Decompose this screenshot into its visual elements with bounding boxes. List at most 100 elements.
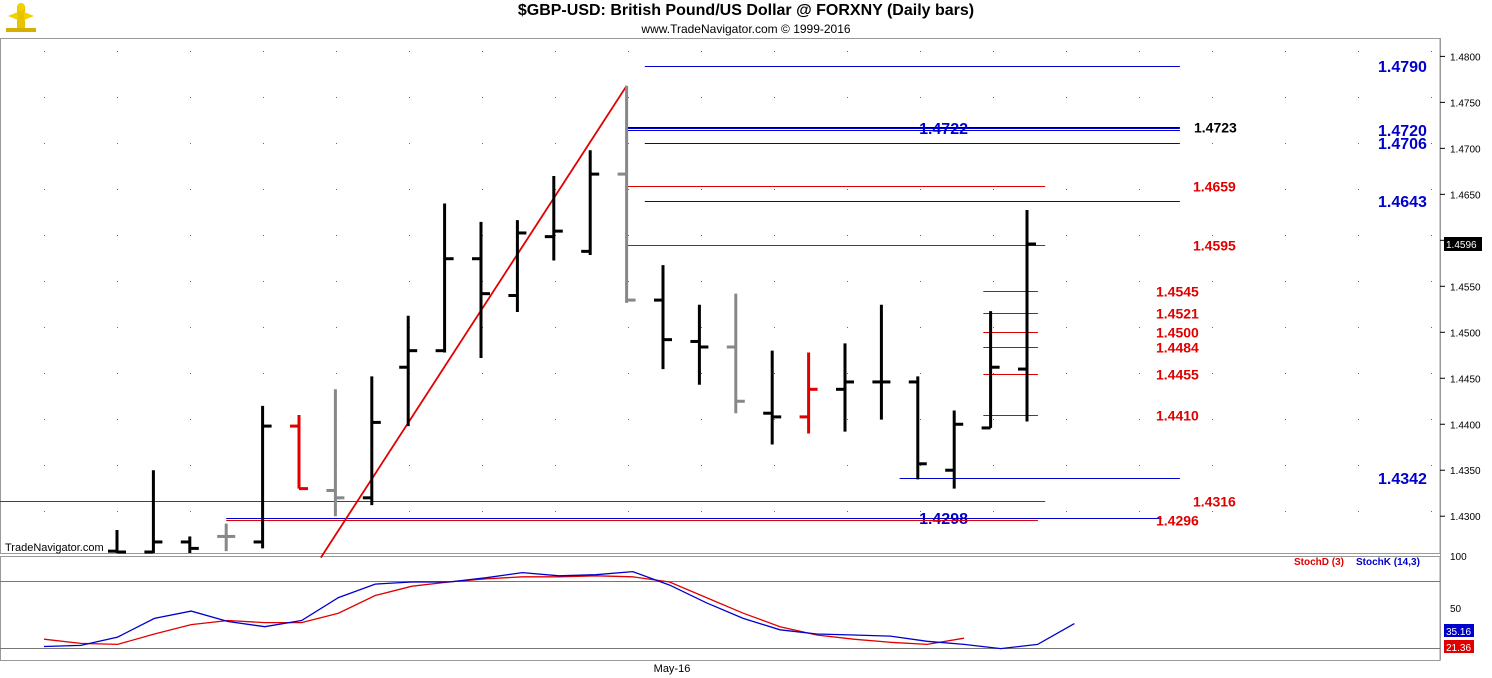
grid-dot xyxy=(774,97,775,98)
grid-dot xyxy=(117,235,118,236)
level-label-1.4723: 1.4723 xyxy=(1194,119,1237,135)
grid-dot xyxy=(263,143,264,144)
grid-dot xyxy=(555,373,556,374)
grid-dot xyxy=(701,511,702,512)
grid-dot xyxy=(628,373,629,374)
level-label-1.4455: 1.4455 xyxy=(1156,366,1199,382)
grid-dot xyxy=(44,373,45,374)
grid-dot xyxy=(1285,189,1286,190)
grid-dot xyxy=(263,189,264,190)
level-label-1.4342: 1.4342 xyxy=(1378,471,1427,488)
grid-dot xyxy=(190,51,191,52)
grid-dot xyxy=(1431,97,1432,98)
grid-dot xyxy=(1139,51,1140,52)
grid-dot xyxy=(1066,465,1067,466)
grid-dot xyxy=(1358,327,1359,328)
grid-dot xyxy=(555,419,556,420)
grid-dot xyxy=(482,465,483,466)
grid-dot xyxy=(847,235,848,236)
grid-dot xyxy=(701,189,702,190)
grid-dot xyxy=(117,281,118,282)
grid-dot xyxy=(1285,51,1286,52)
grid-dot xyxy=(1212,465,1213,466)
level-label-1.4298: 1.4298 xyxy=(919,511,968,528)
legend-stochk: StochK (14,3) xyxy=(1356,557,1420,568)
grid-dot xyxy=(1358,235,1359,236)
ohlc-bar xyxy=(1018,209,1036,422)
grid-dot xyxy=(701,281,702,282)
grid-dot xyxy=(117,51,118,52)
grid-dot xyxy=(1139,419,1140,420)
grid-dot xyxy=(190,327,191,328)
grid-dot xyxy=(1358,51,1359,52)
grid-dot xyxy=(1358,189,1359,190)
ohlc-bar xyxy=(144,470,163,554)
ohlc-bar xyxy=(290,415,308,491)
grid-dot xyxy=(774,465,775,466)
grid-dot xyxy=(628,97,629,98)
grid-dot xyxy=(1212,327,1213,328)
ohlc-bar xyxy=(435,203,454,353)
ohlc-bar xyxy=(362,376,381,506)
grid-dot xyxy=(1358,419,1359,420)
grid-dot xyxy=(44,327,45,328)
grid-dot xyxy=(1285,281,1286,282)
grid-dot xyxy=(263,281,264,282)
chart-subtitle: www.TradeNavigator.com © 1999-2016 xyxy=(641,22,851,36)
grid-dot xyxy=(409,189,410,190)
ohlc-bar xyxy=(945,410,964,489)
ohlc-bar xyxy=(217,523,236,552)
grid-dot xyxy=(482,189,483,190)
stoch-line-k xyxy=(43,570,1075,650)
grid-dot xyxy=(774,511,775,512)
grid-dot xyxy=(1212,511,1213,512)
grid-dot xyxy=(1212,143,1213,144)
grid-dot xyxy=(1066,97,1067,98)
grid-dot xyxy=(1431,465,1432,466)
grid-dot xyxy=(44,97,45,98)
grid-dot xyxy=(336,51,337,52)
grid-dot xyxy=(336,97,337,98)
grid-dot xyxy=(628,327,629,328)
ohlc-bar xyxy=(763,350,782,445)
grid-dot xyxy=(1139,373,1140,374)
grid-dot xyxy=(263,235,264,236)
grid-dot xyxy=(263,327,264,328)
grid-dot xyxy=(1285,327,1286,328)
grid-dot xyxy=(701,97,702,98)
grid-dot xyxy=(1431,419,1432,420)
grid-dot xyxy=(263,97,264,98)
grid-dot xyxy=(482,511,483,512)
grid-dot xyxy=(847,97,848,98)
grid-dot xyxy=(847,189,848,190)
grid-dot xyxy=(1285,235,1286,236)
ohlc-bar xyxy=(108,530,126,554)
grid-dot xyxy=(847,511,848,512)
grid-dot xyxy=(409,511,410,512)
last-price-label: 1.4596 xyxy=(1446,240,1477,251)
grid-dot xyxy=(847,281,848,282)
grid-dot xyxy=(628,51,629,52)
grid-dot xyxy=(482,373,483,374)
price-tick-label: 1.4300 xyxy=(1450,512,1481,523)
level-label-1.4500: 1.4500 xyxy=(1156,324,1199,340)
grid-dot xyxy=(409,465,410,466)
grid-dot xyxy=(409,235,410,236)
stoch-tick-label: 50 xyxy=(1450,604,1462,615)
grid-dot xyxy=(1139,465,1140,466)
price-bars xyxy=(108,85,1036,554)
grid-dot xyxy=(1431,189,1432,190)
grid-dot xyxy=(920,373,921,374)
grid-dot xyxy=(336,327,337,328)
grid-dot xyxy=(1066,327,1067,328)
ohlc-bar xyxy=(399,315,418,427)
grid-dot xyxy=(1285,373,1286,374)
grid-dot xyxy=(482,51,483,52)
price-tick-label: 1.4450 xyxy=(1450,374,1481,385)
grid-dot xyxy=(409,143,410,144)
grid-dot xyxy=(628,281,629,282)
grid-dot xyxy=(1358,465,1359,466)
grid-dot xyxy=(628,143,629,144)
grid-dot xyxy=(44,189,45,190)
